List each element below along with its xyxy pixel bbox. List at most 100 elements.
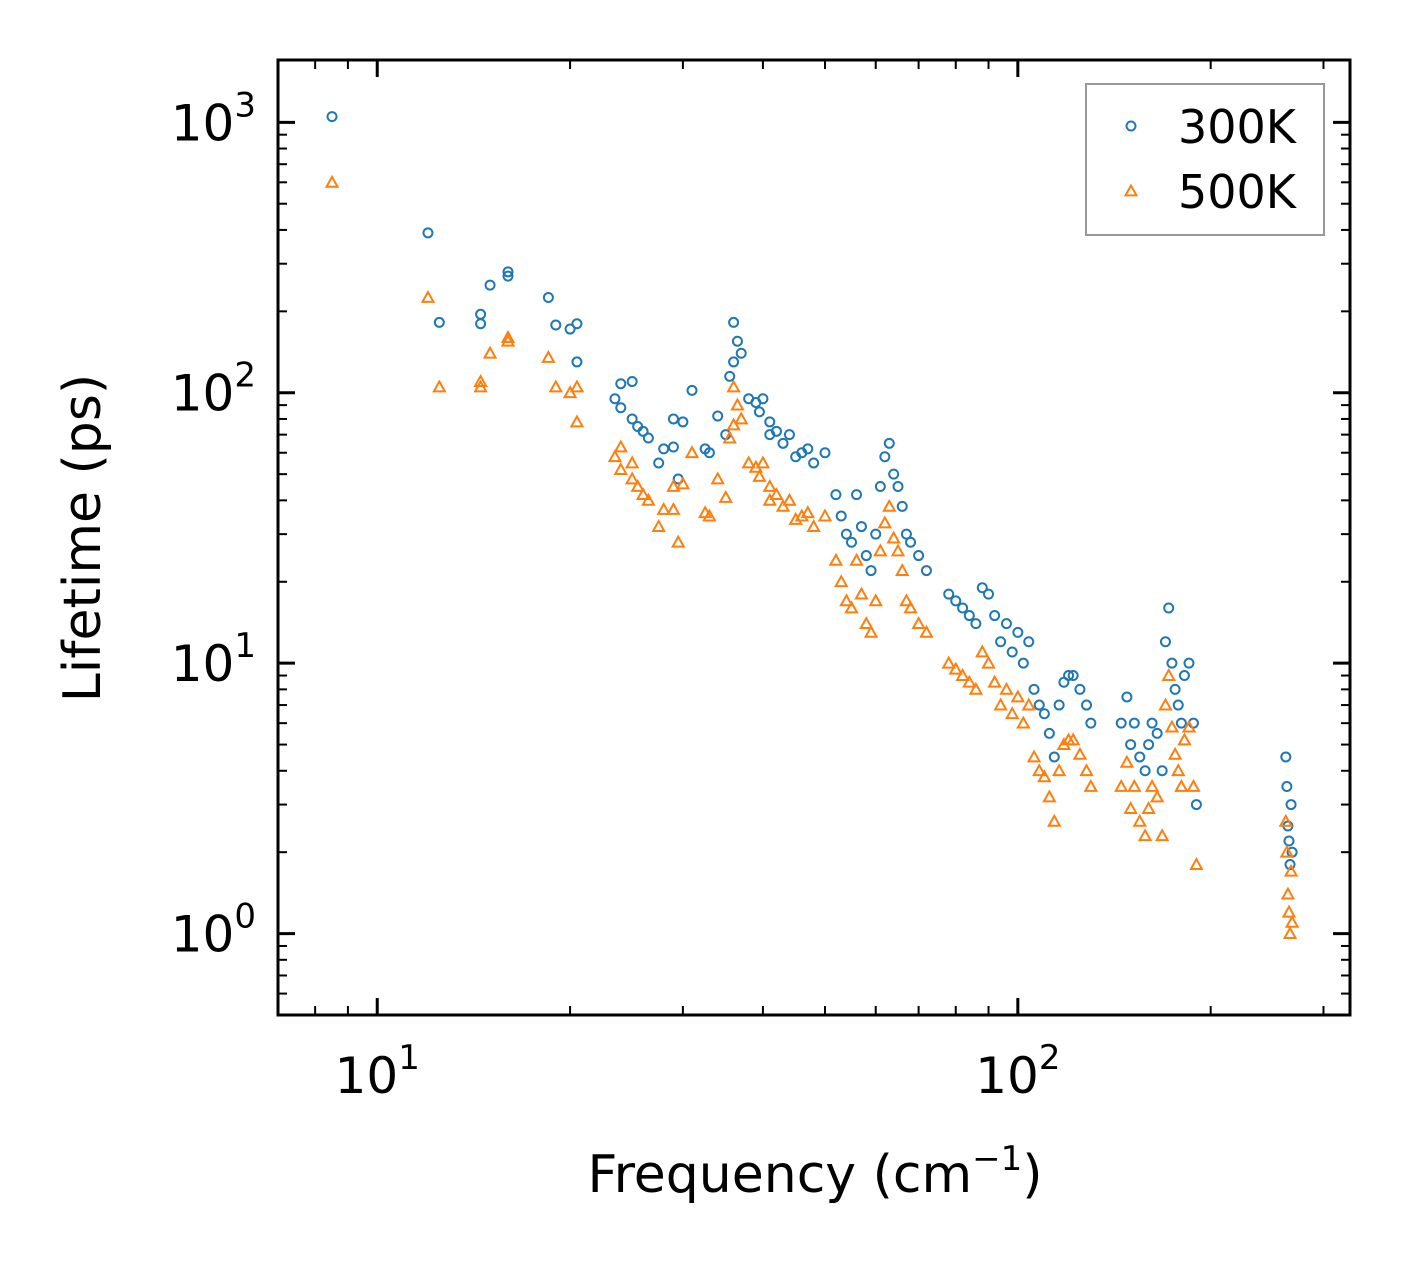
- data-point-300K: [770, 425, 782, 437]
- data-point-500K: [752, 468, 767, 482]
- data-point-300K: [1012, 626, 1024, 638]
- y-tick-exponent: 3: [234, 85, 256, 125]
- data-point-500K: [863, 624, 879, 638]
- data-point-300K: [1085, 717, 1097, 729]
- data-point-500K: [1158, 697, 1173, 711]
- data-point-500K: [1186, 778, 1201, 792]
- data-point-500K: [873, 543, 888, 557]
- data-point-300K: [1146, 717, 1158, 729]
- data-point-500K: [854, 586, 869, 600]
- y-tick-base: 10: [171, 94, 235, 152]
- data-point-300K: [1033, 699, 1045, 711]
- legend-marker-300K: [1125, 120, 1137, 132]
- data-point-500K: [890, 543, 906, 557]
- data-point-500K: [1283, 863, 1299, 877]
- data-point-500K: [1132, 813, 1147, 827]
- data-point-500K: [641, 492, 656, 506]
- data-point-300K: [1285, 799, 1297, 811]
- data-point-300K: [920, 565, 932, 577]
- data-point-500K: [473, 373, 488, 387]
- data-point-500K: [794, 508, 809, 522]
- data-point-300K: [728, 316, 740, 328]
- data-point-300K: [642, 432, 654, 444]
- data-point-300K: [1280, 751, 1292, 763]
- data-point-500K: [817, 508, 833, 522]
- data-point-300K: [905, 536, 917, 548]
- data-point-500K: [955, 667, 970, 681]
- data-point-500K: [741, 455, 756, 469]
- legend-frame: [1085, 83, 1325, 236]
- data-point-300K: [1053, 699, 1065, 711]
- data-point-300K: [1000, 618, 1012, 630]
- data-point-500K: [1177, 732, 1192, 746]
- data-point-300K: [1115, 717, 1127, 729]
- data-point-500K: [482, 345, 498, 359]
- data-point-500K: [1280, 886, 1296, 900]
- data-point-500K: [1021, 697, 1036, 711]
- data-point-500K: [1123, 800, 1138, 814]
- data-point-500K: [968, 681, 984, 695]
- data-point-300K: [667, 441, 679, 453]
- data-point-300K: [1169, 683, 1181, 695]
- data-point-500K: [500, 333, 516, 347]
- data-point-300K: [712, 410, 724, 422]
- data-point-500K: [1127, 778, 1142, 792]
- data-point-500K: [1181, 719, 1197, 733]
- data-point-500K: [755, 455, 771, 469]
- data-point-500K: [569, 414, 585, 428]
- data-point-300K: [783, 429, 795, 441]
- data-point-500K: [1164, 719, 1180, 733]
- data-point-300K: [686, 384, 698, 396]
- data-point-500K: [1278, 813, 1294, 827]
- data-point-500K: [1026, 749, 1042, 763]
- data-point-500K: [324, 174, 340, 188]
- data-point-500K: [656, 501, 671, 515]
- data-point-300K: [1190, 799, 1202, 811]
- data-point-300K: [757, 393, 769, 405]
- data-point-300K: [883, 437, 895, 449]
- data-point-500K: [718, 489, 733, 503]
- data-point-500K: [1042, 789, 1057, 803]
- data-point-500K: [666, 501, 681, 515]
- x-axis-label-superscript: −1: [972, 1139, 1022, 1179]
- data-point-300K: [808, 457, 820, 469]
- data-point-300K: [658, 443, 670, 455]
- data-point-500K: [782, 492, 797, 506]
- data-point-500K: [1032, 763, 1047, 777]
- x-tick-label: 102: [975, 1038, 1060, 1105]
- series-300K: [326, 111, 1298, 871]
- data-point-500K: [877, 515, 893, 529]
- x-axis-label: Frequency (cm−1): [587, 1139, 1042, 1205]
- y-tick-base: 10: [171, 635, 235, 693]
- data-point-300K: [995, 636, 1007, 648]
- data-point-300K: [1074, 683, 1086, 695]
- data-point-500K: [635, 487, 651, 501]
- data-point-300K: [1163, 602, 1175, 614]
- data-point-500K: [1281, 904, 1297, 918]
- data-point-500K: [666, 478, 681, 492]
- data-point-500K: [941, 655, 956, 669]
- data-point-500K: [1005, 706, 1020, 720]
- data-point-500K: [886, 530, 901, 544]
- data-point-500K: [788, 511, 803, 525]
- data-point-300K: [777, 437, 789, 449]
- data-point-300K: [835, 510, 847, 522]
- data-point-500K: [630, 478, 645, 492]
- data-point-300K: [1063, 670, 1075, 682]
- data-point-300K: [564, 323, 576, 335]
- data-point-300K: [724, 370, 736, 382]
- data-point-500K: [911, 616, 926, 630]
- data-point-500K: [806, 519, 821, 532]
- data-point-300K: [892, 481, 904, 493]
- series-layer: [324, 111, 1300, 939]
- data-point-500K: [473, 379, 488, 393]
- data-point-300K: [846, 536, 858, 548]
- data-point-500K: [1037, 769, 1052, 783]
- y-tick-base: 10: [171, 906, 235, 964]
- data-point-300K: [615, 378, 627, 390]
- y-tick-base: 10: [171, 365, 235, 423]
- x-tick-base: 10: [335, 1047, 399, 1105]
- data-point-500K: [800, 505, 815, 519]
- data-point-300K: [550, 319, 562, 331]
